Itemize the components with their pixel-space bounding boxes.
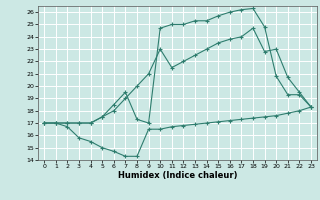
X-axis label: Humidex (Indice chaleur): Humidex (Indice chaleur) [118,171,237,180]
